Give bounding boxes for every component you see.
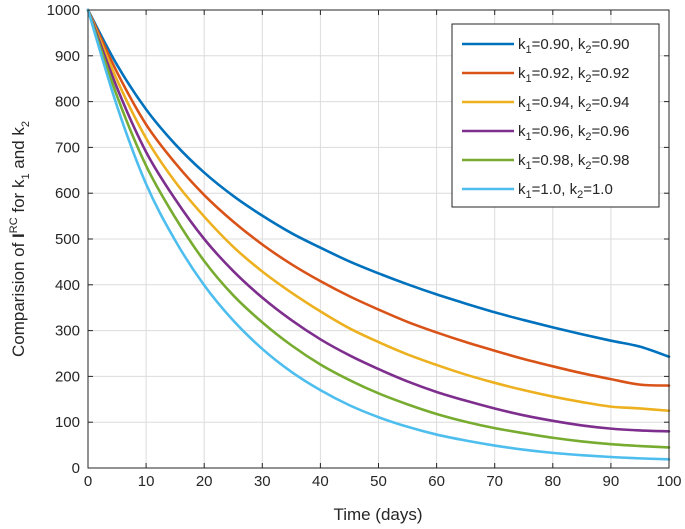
x-tick-label: 10 [138, 473, 155, 490]
legend-entry-part: 2 [585, 44, 591, 56]
legend-entry-part: =1.0, k [532, 181, 578, 198]
legend-entry-part: =0.96, k [532, 123, 586, 140]
y-tick-label: 900 [55, 48, 80, 65]
legend-entry-part: k [518, 65, 526, 82]
y-tick-label: 700 [55, 139, 80, 156]
legend-entry: k1=0.92, k2=0.92 [518, 65, 630, 85]
legend-entry-part: =0.92, k [532, 65, 586, 82]
x-tick-label: 70 [486, 473, 503, 490]
legend-box [451, 23, 660, 208]
series-lines [86, 8, 671, 461]
legend-entry-part: =0.92 [592, 65, 630, 82]
x-tick-label: 80 [544, 473, 561, 490]
y-tick-label: 800 [55, 94, 80, 111]
y-tick-label: 400 [55, 277, 80, 294]
legend-entry-part: 2 [585, 102, 591, 114]
axis-ticks: 0 10 20 30 40 50 60 70 80 90 100010020030040050060… [47, 2, 682, 490]
x-tick-label: 30 [254, 473, 271, 490]
legend-entry-part: =0.98, k [532, 152, 586, 169]
y-tick-label: 1000 [47, 2, 80, 19]
legend-entry-part: 2 [577, 189, 583, 201]
legend-entry-part: 2 [585, 160, 591, 172]
x-tick-label: 90 [603, 473, 620, 490]
x-tick-label: 60 [428, 473, 445, 490]
y-tick-label: 0 [72, 460, 80, 477]
series-line [86, 8, 671, 359]
legend-entry: k1=0.98, k2=0.98 [518, 152, 630, 172]
legend-entry-part: =0.90, k [532, 36, 586, 53]
y-axis-label-part: Comparision of [9, 238, 28, 357]
series-line [86, 8, 671, 387]
legend-entry-part: 1 [526, 73, 532, 85]
legend-entry-part: =0.90 [592, 36, 630, 53]
legend-entry-part: 1 [526, 189, 532, 201]
legend-entry-part: k [518, 36, 526, 53]
x-tick-label: 40 [312, 473, 329, 490]
x-tick-label: 50 [370, 473, 387, 490]
legend-entry-part: =0.94 [592, 94, 630, 111]
legend-entry-part: 2 [585, 73, 591, 85]
y-axis-label-subscript: 2 [20, 121, 32, 127]
legend-entry: k1=0.96, k2=0.96 [518, 123, 630, 143]
legend-entry-part: =0.98 [592, 152, 630, 169]
legend-entry-part: =1.0 [583, 181, 613, 198]
y-tick-label: 500 [55, 231, 80, 248]
x-tick-label: 20 [196, 473, 213, 490]
legend-entry-part: 1 [526, 160, 532, 172]
legend-entry: k1=0.90, k2=0.90 [518, 36, 630, 56]
y-axis-label-subscript: 1 [20, 173, 32, 179]
y-axis-label: Comparision of IRC for k1 and k2 [8, 121, 32, 357]
legend-entry-part: 1 [526, 102, 532, 114]
legend-entry-part: =0.96 [592, 123, 630, 140]
y-axis-label-superscript: RC [8, 217, 20, 233]
y-axis-label-part: for k [9, 179, 28, 217]
x-tick-label: 100 [656, 473, 681, 490]
series-line [86, 8, 671, 433]
series-line [86, 8, 671, 461]
y-axis-label-part: and k [9, 127, 28, 174]
legend-entry: k1=0.94, k2=0.94 [518, 94, 630, 114]
x-axis-label: Time (days) [333, 505, 422, 524]
y-tick-label: 200 [55, 368, 80, 385]
y-tick-label: 600 [55, 185, 80, 202]
legend-entry-part: k [518, 181, 526, 198]
legend-entry-part: =0.94, k [532, 94, 586, 111]
y-axis-label-symbol: I [9, 233, 28, 238]
legend-entry-part: 1 [526, 131, 532, 143]
legend-entry-part: 2 [585, 131, 591, 143]
x-tick-label: 0 [84, 473, 92, 490]
legend-entry-part: k [518, 152, 526, 169]
y-tick-label: 300 [55, 323, 80, 340]
y-tick-label: 100 [55, 414, 80, 431]
legend-entry-part: k [518, 94, 526, 111]
series-line [86, 8, 671, 413]
legend-entry: k1=1.0, k2=1.0 [518, 181, 613, 201]
legend-entry-part: k [518, 123, 526, 140]
series-line [86, 8, 671, 449]
legend-entry-part: 1 [526, 44, 532, 56]
